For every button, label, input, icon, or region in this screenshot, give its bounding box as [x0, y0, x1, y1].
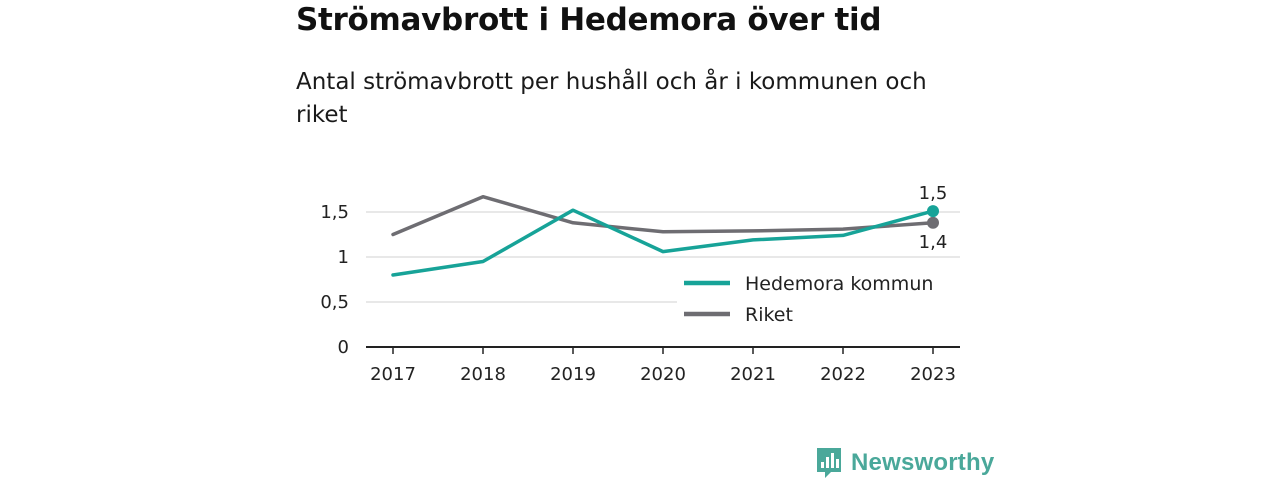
- y-tick-label: 1: [338, 247, 349, 268]
- end-value-label: 1,4: [919, 232, 948, 253]
- end-labels: 1,5 1,4: [919, 183, 948, 253]
- brand-name: Newsworthy: [851, 449, 995, 476]
- legend-background: [677, 262, 960, 330]
- x-tick-label: 2017: [370, 364, 416, 385]
- newsworthy-logo-icon: [817, 448, 841, 478]
- legend: Hedemora kommun Riket: [677, 262, 960, 330]
- y-tick-label: 1,5: [320, 202, 349, 223]
- end-value-label: 1,5: [919, 183, 948, 204]
- series-end-point: [927, 216, 939, 229]
- x-tick-label: 2018: [460, 364, 506, 385]
- x-tick-label: 2019: [550, 364, 596, 385]
- axes: 0 0,5 1 1,5 2017 2018 2019 2020 2021 2022 2023: [320, 202, 960, 385]
- chart-title: Strömavbrott i Hedemora över tid: [296, 2, 882, 38]
- x-tick-label: 2021: [730, 364, 776, 385]
- x-tick-label: 2022: [820, 364, 866, 385]
- chart-subtitle: Antal strömavbrott per hushåll och år i …: [296, 69, 927, 128]
- series-line-riket: [391, 194, 935, 237]
- x-tick-label: 2023: [910, 364, 956, 385]
- legend-label: Hedemora kommun: [745, 273, 933, 295]
- series-line-hedemora: [391, 208, 935, 277]
- x-tick-label: 2020: [640, 364, 686, 385]
- newsworthy-brand: Newsworthy: [815, 446, 994, 480]
- series-end-point: [927, 205, 939, 218]
- legend-label: Riket: [745, 304, 793, 326]
- y-tick-label: 0: [338, 337, 349, 358]
- y-tick-label: 0,5: [320, 292, 349, 313]
- series-lines: [391, 194, 939, 277]
